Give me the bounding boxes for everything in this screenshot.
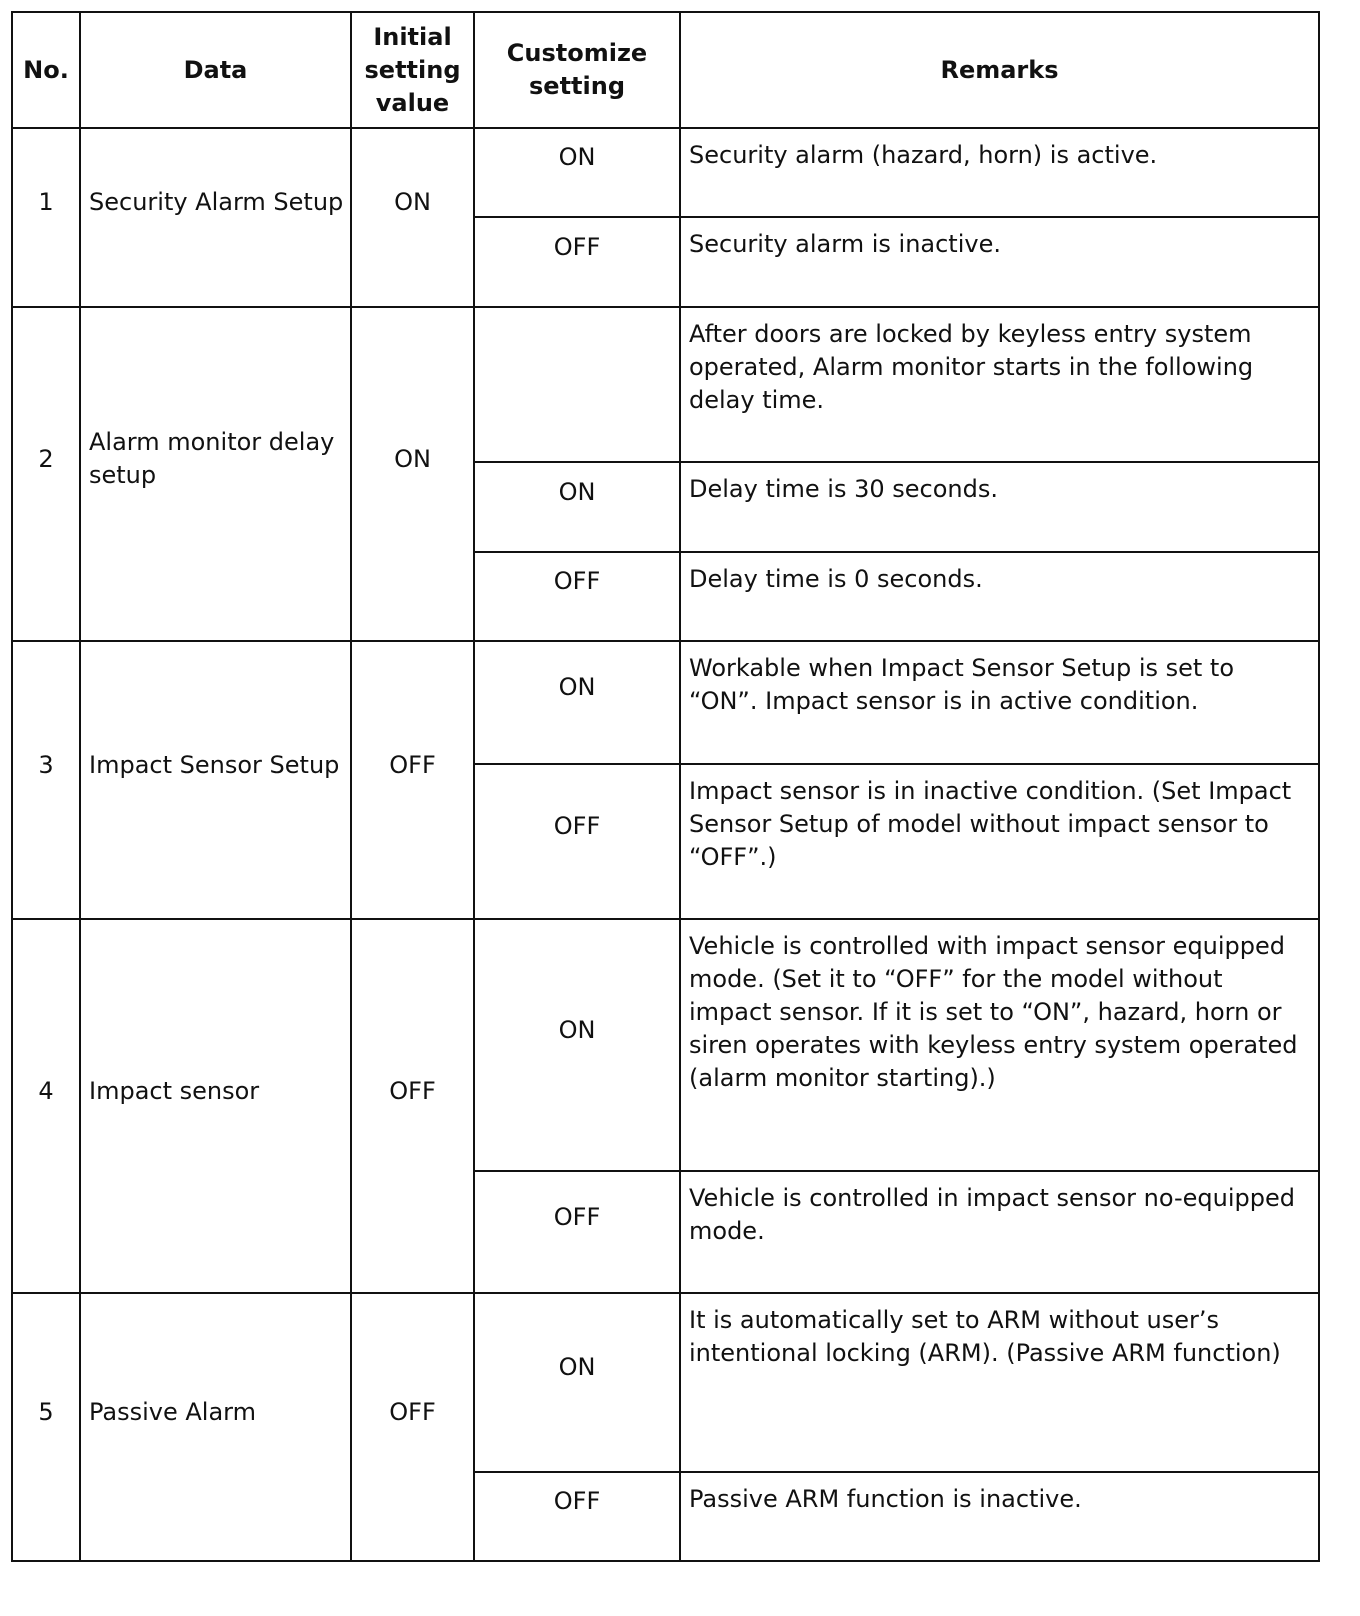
header-no: No. xyxy=(11,11,81,129)
customize-setting: OFF xyxy=(473,763,681,920)
row-number: 1 xyxy=(11,127,81,308)
customize-setting: OFF xyxy=(473,1471,681,1562)
row-number: 2 xyxy=(11,306,81,642)
remark: Security alarm is inactive. xyxy=(679,216,1320,308)
remark: Vehicle is controlled with impact sensor… xyxy=(679,918,1320,1172)
data-name-cell: Passive Alarm xyxy=(79,1292,352,1562)
remark: Delay time is 30 seconds. xyxy=(679,461,1320,553)
customize-setting: ON xyxy=(473,127,681,218)
data-name-cell: Impact Sensor Setup xyxy=(79,640,352,920)
table-row: 1 Security Alarm Setup ON ON Security alarm … xyxy=(11,127,1320,308)
initial-setting-value: OFF xyxy=(350,640,475,920)
remark: After doors are locked by keyless entry … xyxy=(679,306,1320,463)
table-row: OFF Impact sensor is in inactive conditio… xyxy=(12,763,1320,920)
customize-setting: ON xyxy=(473,918,681,1172)
table-row: OFF Delay time is 0 seconds. xyxy=(12,551,1320,642)
data-name-cell: Alarm monitor delay setup xyxy=(79,306,352,642)
remark: It is automatically set to ARM without u… xyxy=(679,1292,1320,1473)
row-number: 4 xyxy=(11,918,81,1294)
customize-setting: OFF xyxy=(473,216,681,308)
remark: Security alarm (hazard, horn) is active. xyxy=(679,127,1320,218)
header-remarks: Remarks xyxy=(679,11,1320,129)
data-name-cell: Security Alarm Setup xyxy=(79,127,352,308)
customize-setting: ON xyxy=(473,640,681,765)
initial-setting-value: ON xyxy=(350,127,475,308)
remark: Delay time is 0 seconds. xyxy=(679,551,1320,642)
table-row: OFF Passive ARM function is inactive. xyxy=(12,1471,1320,1562)
customize-setting: OFF xyxy=(473,1170,681,1294)
customize-setting: ON xyxy=(473,1292,681,1473)
row-number: 3 xyxy=(11,640,81,920)
remark: Passive ARM function is inactive. xyxy=(679,1471,1320,1562)
table-row: 4 Impact sensor OFF ON Vehicle is controlled… xyxy=(11,918,1320,1294)
table-row: 3 Impact Sensor Setup OFF ON Workable when I… xyxy=(11,640,1320,920)
remark: Workable when Impact Sensor Setup is set… xyxy=(679,640,1320,765)
customize-setting: ON xyxy=(473,461,681,553)
table-row: 2 Alarm monitor delay setup ON After doors … xyxy=(11,306,1320,642)
remark: Vehicle is controlled in impact sensor n… xyxy=(679,1170,1320,1294)
remark: Impact sensor is in inactive condition. … xyxy=(679,763,1320,920)
initial-setting-value: OFF xyxy=(350,1292,475,1562)
initial-setting-value: ON xyxy=(350,306,475,642)
table-row: 5 Passive Alarm OFF ON It is automatically s… xyxy=(11,1292,1320,1562)
data-name-cell: Impact sensor xyxy=(79,918,352,1294)
initial-setting-value: OFF xyxy=(350,918,475,1294)
row-number: 5 xyxy=(11,1292,81,1562)
settings-table: No. Data Initial setting value Customize… xyxy=(11,11,1320,1562)
table-row: OFF Vehicle is controlled in impact senso… xyxy=(12,1170,1320,1294)
table-row: ON Delay time is 30 seconds. xyxy=(12,461,1320,553)
header-customize: Customize setting xyxy=(473,11,681,129)
header-initial: Initial setting value xyxy=(350,11,475,129)
header-data: Data xyxy=(79,11,352,129)
customize-setting: OFF xyxy=(473,551,681,642)
header-row: No. Data Initial setting value Customize… xyxy=(11,11,1320,129)
table-row: OFF Security alarm is inactive. xyxy=(12,216,1320,308)
customize-setting xyxy=(473,306,681,463)
